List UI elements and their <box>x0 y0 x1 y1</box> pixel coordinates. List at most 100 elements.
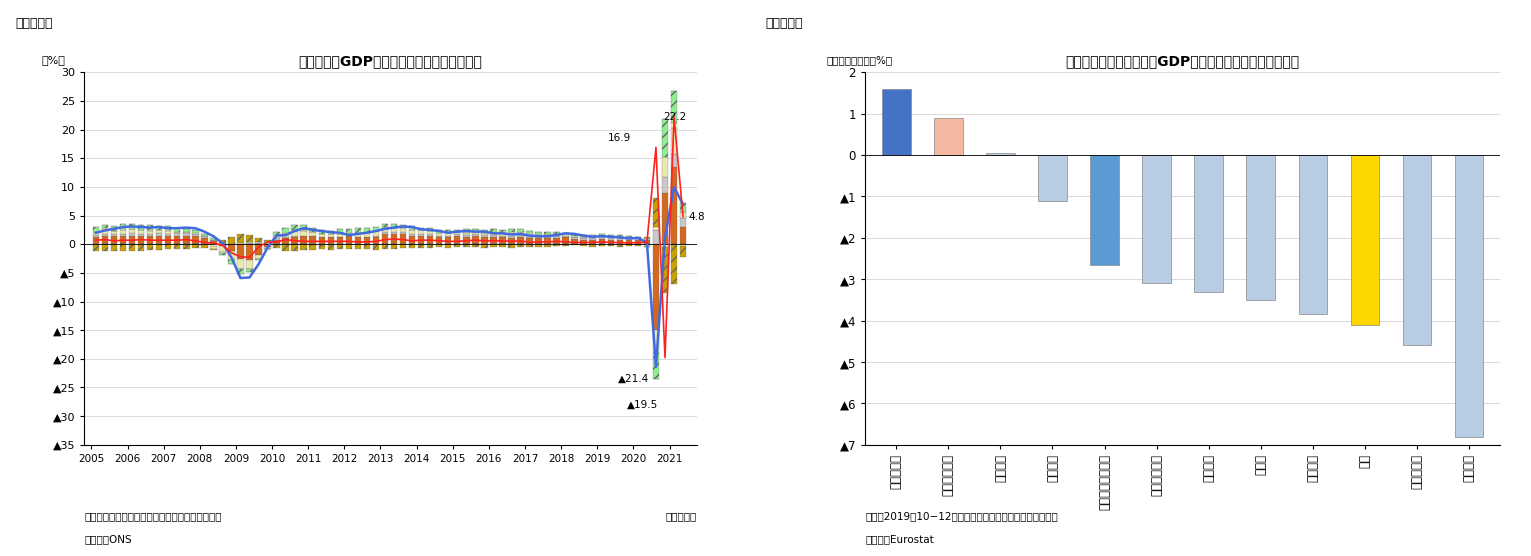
Bar <box>291 230 299 231</box>
Bar <box>210 239 216 240</box>
Bar <box>517 229 524 232</box>
Bar <box>571 239 577 244</box>
Bar <box>346 236 352 244</box>
Bar <box>318 230 325 234</box>
Bar <box>671 167 677 244</box>
Bar <box>481 245 487 247</box>
Bar <box>318 237 325 244</box>
Bar <box>617 235 623 237</box>
Bar <box>265 241 271 242</box>
Bar <box>355 228 361 233</box>
Bar <box>219 252 225 253</box>
Bar <box>517 232 524 235</box>
Bar <box>282 245 289 251</box>
Bar <box>282 239 289 244</box>
Bar <box>545 237 551 239</box>
Bar <box>201 245 208 248</box>
Bar <box>1454 155 1484 436</box>
Bar <box>210 240 216 241</box>
Bar <box>282 244 289 245</box>
Bar <box>184 245 190 249</box>
Bar <box>661 244 668 247</box>
Bar <box>309 236 315 244</box>
Bar <box>138 244 144 245</box>
Bar <box>328 245 334 250</box>
Bar <box>346 229 352 233</box>
Bar <box>436 230 442 233</box>
Bar <box>427 245 433 248</box>
Bar <box>110 235 118 236</box>
Bar <box>309 245 315 250</box>
Bar <box>228 251 234 260</box>
Bar <box>589 245 596 246</box>
Bar <box>219 246 225 252</box>
Bar <box>138 245 144 251</box>
Bar <box>165 236 171 244</box>
Bar <box>608 244 614 246</box>
Bar <box>626 239 632 240</box>
Bar <box>400 228 406 232</box>
Bar <box>481 235 487 237</box>
Bar <box>643 240 651 244</box>
Bar <box>201 244 208 245</box>
Bar <box>472 232 479 235</box>
Bar <box>481 230 487 233</box>
Bar <box>300 230 306 231</box>
Bar <box>210 249 216 250</box>
Bar <box>256 255 262 259</box>
Bar <box>1350 155 1379 325</box>
Bar <box>93 245 100 251</box>
Bar <box>400 235 406 244</box>
Bar <box>110 236 118 244</box>
Bar <box>191 236 199 244</box>
Bar <box>156 226 162 230</box>
Bar <box>165 231 171 234</box>
Bar <box>680 203 686 211</box>
Bar <box>390 232 397 234</box>
Bar <box>436 236 442 237</box>
Bar <box>536 237 542 239</box>
Bar <box>175 232 181 234</box>
Bar <box>93 235 100 237</box>
Text: （資料）ONS: （資料）ONS <box>84 534 132 544</box>
Bar <box>165 230 171 231</box>
Bar <box>446 244 452 247</box>
Bar <box>882 89 911 155</box>
Bar <box>265 244 271 247</box>
Bar <box>508 233 514 236</box>
Bar <box>355 244 361 250</box>
Bar <box>626 244 632 246</box>
Bar <box>661 157 668 177</box>
Bar <box>129 229 135 234</box>
Bar <box>617 240 623 244</box>
Bar <box>110 231 118 235</box>
Bar <box>418 230 424 234</box>
Bar <box>599 239 605 244</box>
Bar <box>462 244 470 247</box>
Bar <box>210 247 216 249</box>
Bar <box>608 237 614 238</box>
Bar <box>390 227 397 232</box>
Bar <box>462 233 470 235</box>
Bar <box>265 240 271 241</box>
Text: ▲19.5: ▲19.5 <box>626 399 658 409</box>
Bar <box>553 236 560 238</box>
Bar <box>508 236 514 238</box>
Bar <box>661 247 668 293</box>
Bar <box>589 239 596 240</box>
Bar <box>599 234 605 236</box>
Bar <box>256 243 262 244</box>
Bar <box>300 244 306 250</box>
Bar <box>110 244 118 245</box>
Bar <box>472 235 479 236</box>
Bar <box>175 234 181 236</box>
Bar <box>165 234 171 236</box>
Bar <box>508 244 514 247</box>
Bar <box>119 244 126 251</box>
Bar <box>545 235 551 237</box>
Bar <box>228 237 234 244</box>
Bar <box>355 234 361 237</box>
Bar <box>175 227 181 232</box>
Bar <box>626 238 632 239</box>
Bar <box>274 238 280 240</box>
